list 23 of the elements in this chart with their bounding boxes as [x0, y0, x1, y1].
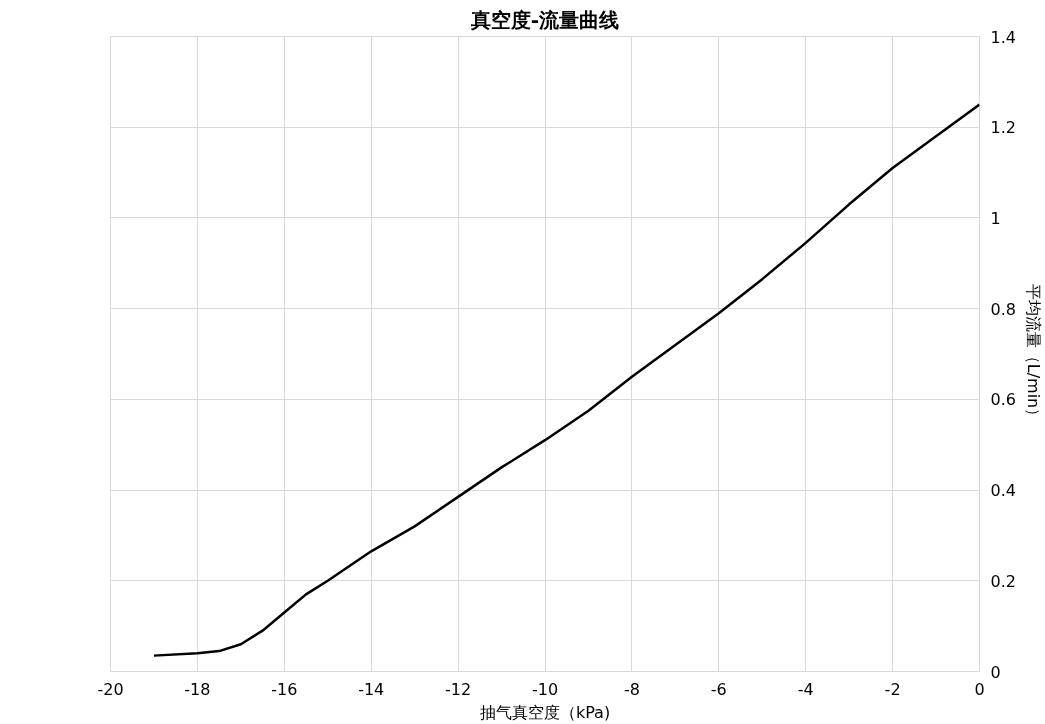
chart-title: 真空度-流量曲线	[469, 7, 620, 32]
y-tick-label: 0.6	[990, 390, 1016, 410]
x-tick-label: -16	[271, 679, 298, 699]
y-tick-label: 1	[990, 208, 1001, 228]
y-axis-title: 平均流量（L/min）	[1023, 283, 1043, 425]
y-tick-label: 0.4	[990, 481, 1016, 501]
line-series	[152, 103, 980, 657]
y-tick-label: 0.2	[990, 571, 1016, 591]
x-tick-label: -6	[710, 679, 727, 699]
x-tick-label: -12	[445, 679, 472, 699]
x-tick-label: -18	[184, 679, 211, 699]
x-axis-title: 抽气真空度（kPa)	[479, 702, 611, 722]
x-tick-label: -14	[358, 679, 385, 699]
y-tick-label: 1.2	[990, 118, 1016, 138]
x-tick-label: 0	[974, 679, 985, 699]
y-tick-label: 0	[990, 662, 1001, 682]
y-tick-label: 0.8	[990, 299, 1016, 319]
x-tick-label: -2	[884, 679, 901, 699]
x-tick-label: -20	[97, 679, 124, 699]
x-tick-label: -10	[531, 679, 559, 699]
y-tick-label: 1.4	[990, 27, 1016, 47]
x-tick-label: -4	[797, 679, 814, 699]
x-tick-label: -8	[623, 679, 640, 699]
